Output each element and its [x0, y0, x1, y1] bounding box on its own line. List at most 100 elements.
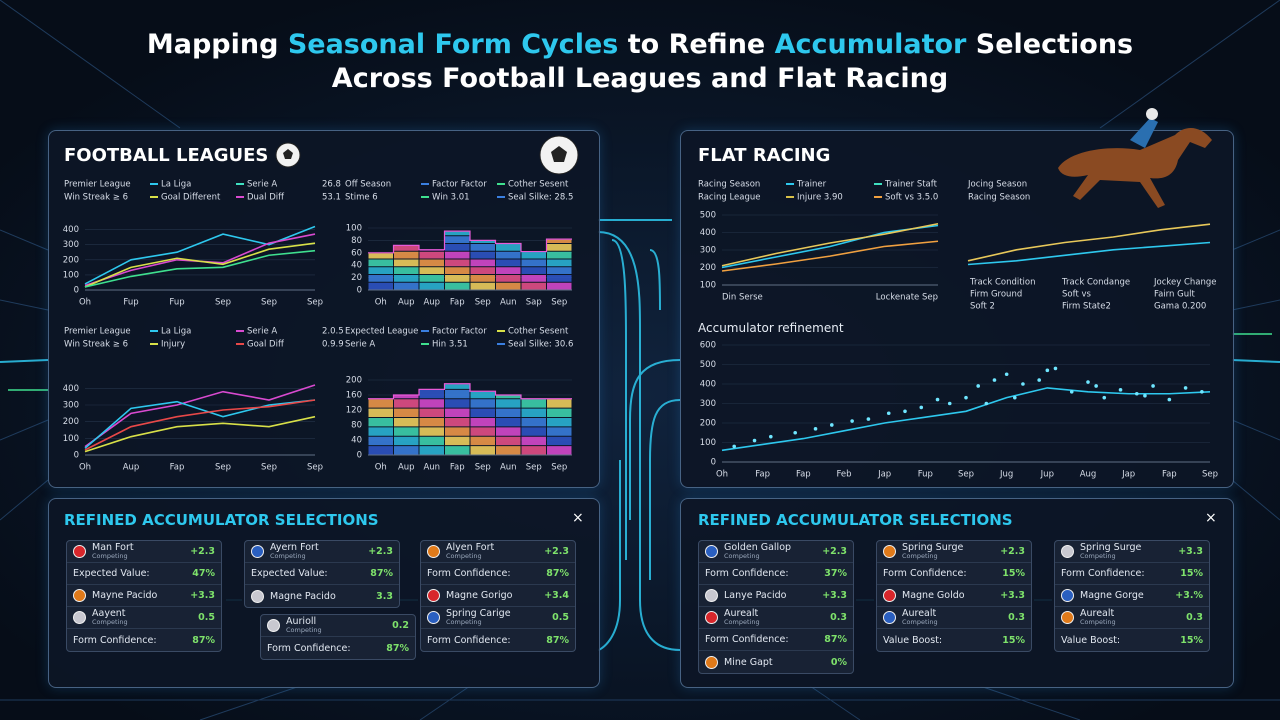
metric-label: Form Confidence:	[73, 634, 157, 646]
title: Mapping Seasonal Form Cycles to Refine A…	[0, 28, 1280, 96]
metric-value: 87%	[546, 568, 569, 579]
racing-panel	[680, 130, 1234, 488]
team-row: Lanye Pacido +3.3	[699, 585, 853, 607]
team-name: Aurealt	[1080, 607, 1115, 619]
team-names: Mine Gapt	[724, 656, 831, 668]
team-names: Alyen Fort Competing	[446, 541, 544, 561]
team-subtitle: Competing	[1080, 617, 1116, 626]
team-names: Magne Gorge	[1080, 590, 1175, 601]
team-badge	[705, 655, 718, 669]
odds: 0.3	[830, 612, 847, 623]
team-subtitle: Competing	[286, 625, 322, 634]
team-name: Mine Gapt	[724, 656, 773, 668]
team-badge	[883, 589, 896, 602]
selections-heading: REFINED ACCUMULATOR SELECTIONS	[64, 511, 379, 529]
selections-heading: REFINED ACCUMULATOR SELECTIONS	[698, 511, 1013, 529]
glow-lines	[0, 219, 1280, 651]
selection-card: Ayern Fort Competing +2.3 Expected Value: 87…	[244, 540, 400, 608]
odds: +3.3	[1178, 546, 1203, 557]
team-row: Mayne Pacido +3.3	[67, 585, 221, 607]
team-name: Spring Carige	[446, 607, 511, 619]
odds: +3.%	[1175, 590, 1203, 601]
title-line-1: Mapping Seasonal Form Cycles to Refine A…	[0, 28, 1280, 62]
team-names: Spring Surge Competing	[902, 542, 1000, 561]
chart-label: Accumulator refinement	[698, 321, 844, 335]
team-names: Magne Pacido	[270, 591, 376, 601]
metric-label: Value Boost:	[883, 634, 943, 646]
title-highlight: Seasonal Form Cycles	[287, 29, 619, 60]
team-name: Aurioll	[286, 615, 317, 627]
team-row: Spring Surge Competing +2.3	[877, 541, 1031, 563]
team-subtitle: Competing	[724, 551, 760, 560]
team-names: Aurealt Competing	[724, 607, 830, 627]
selection-card: Aurioll Competing 0.2 Form Confidence: 87%	[260, 614, 416, 660]
metric-label: Form Confidence:	[427, 568, 511, 579]
team-names: Magne Gorigo	[446, 591, 544, 601]
odds: 0.3	[1186, 612, 1203, 623]
close-button[interactable]: ×	[572, 510, 584, 526]
team-badge	[1061, 611, 1074, 624]
title-line-2: Across Football Leagues and Flat Racing	[331, 63, 949, 94]
team-name: Spring Surge	[1080, 541, 1142, 553]
team-subtitle: Competing	[446, 551, 482, 560]
team-subtitle: Competing	[724, 617, 760, 626]
team-badge	[251, 589, 264, 603]
team-name: Magne Goldo	[902, 590, 965, 601]
team-name: Magne Gorge	[1080, 590, 1144, 601]
metric-value: 87%	[192, 634, 215, 646]
metric-label: Form Confidence:	[267, 642, 351, 654]
team-badge	[427, 545, 440, 558]
odds: +3.3	[1000, 590, 1025, 601]
odds: +2.3	[544, 546, 569, 557]
metric-row: Value Boost: 15%	[1055, 629, 1209, 651]
panel-heading: FLAT RACING	[698, 145, 831, 166]
metric-row: Form Confidence: 15%	[877, 563, 1031, 585]
team-row: Aurealt Competing 0.3	[1055, 607, 1209, 629]
odds: +2.3	[368, 546, 393, 557]
metric-row: Expected Value: 87%	[245, 563, 399, 585]
team-names: Golden Gallop Competing	[724, 541, 822, 561]
metric-value: 87%	[546, 634, 569, 646]
close-button[interactable]: ×	[1205, 510, 1217, 526]
metric-value: 87%	[370, 568, 393, 579]
title-highlight: Accumulator	[774, 29, 967, 60]
odds: +3.3	[190, 590, 215, 601]
metric-value: 15%	[1002, 634, 1025, 646]
metric-row: Form Confidence: 87%	[421, 563, 575, 585]
team-row: Magne Gorigo +3.4	[421, 585, 575, 607]
title-part: to Refine	[618, 29, 775, 60]
team-names: Spring Carige Competing	[446, 607, 552, 627]
team-names: Spring Surge Competing	[1080, 541, 1178, 561]
team-badge	[1061, 589, 1074, 602]
title-part: Selections	[966, 29, 1134, 60]
selection-card: Spring Surge Competing +2.3 Form Confidence…	[876, 540, 1032, 652]
team-subtitle: Competing	[902, 551, 938, 560]
team-row: Aurioll Competing 0.2	[261, 615, 415, 637]
odds: +2.3	[1000, 546, 1025, 557]
team-badge	[1061, 545, 1074, 558]
team-names: Man Fort Competing	[92, 541, 190, 561]
team-row: Aayent Competing 0.5	[67, 607, 221, 629]
team-badge	[883, 545, 896, 558]
team-name: Man Fort	[92, 541, 134, 553]
odds: +2.3	[822, 546, 847, 557]
metric-label: Form Confidence:	[705, 568, 789, 579]
odds: 0.2	[392, 620, 409, 631]
team-name: Lanye Pacido	[724, 590, 787, 601]
team-badge	[705, 589, 718, 602]
team-name: Golden Gallop	[724, 541, 792, 553]
metric-label: Form Confidence:	[705, 634, 789, 645]
team-badge	[705, 611, 718, 624]
metric-value: 47%	[192, 568, 215, 579]
selection-card: Golden Gallop Competing +2.3 Form Confidenc…	[698, 540, 854, 674]
metric-row: Form Confidence: 87%	[261, 637, 415, 659]
team-names: Lanye Pacido	[724, 590, 822, 601]
team-row: Magne Gorge +3.%	[1055, 585, 1209, 607]
team-name: Aurealt	[724, 607, 759, 619]
team-name: Alyen Fort	[446, 541, 495, 553]
odds: 0%	[830, 656, 847, 668]
team-badge	[73, 589, 86, 602]
football-panel	[48, 130, 600, 488]
